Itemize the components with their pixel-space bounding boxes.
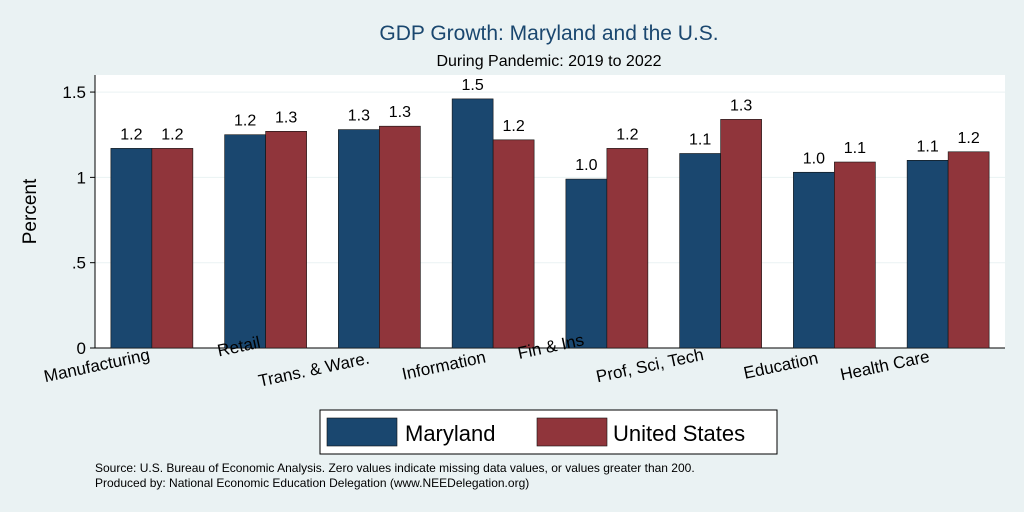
- bar-value-label: 1.3: [348, 108, 370, 125]
- x-tick-label: Information: [400, 347, 487, 383]
- bar-value-label: 1.2: [234, 113, 256, 130]
- bar-value-label: 1.3: [730, 97, 752, 114]
- bar-value-label: 1.2: [161, 126, 183, 143]
- x-tick-label: Manufacturing: [42, 345, 151, 386]
- bar-maryland: [224, 134, 266, 349]
- bar-value-label: 1.0: [575, 157, 597, 174]
- bar-maryland: [679, 153, 721, 349]
- bar-maryland: [451, 98, 494, 349]
- y-tick-label: 0: [77, 339, 86, 358]
- x-tick-label: Health Care: [839, 347, 932, 384]
- bar-value-label: 1.2: [958, 130, 980, 147]
- bar-united-states: [492, 139, 535, 349]
- bar-value-label: 1.1: [917, 138, 939, 155]
- legend-swatch-united-states: [536, 417, 608, 447]
- bar-value-label: 1.2: [503, 118, 525, 135]
- bar-united-states: [151, 148, 194, 349]
- bar-value-label: 1.3: [275, 109, 297, 126]
- source-note: Source: U.S. Bureau of Economic Analysis…: [95, 461, 695, 475]
- bar-united-states: [834, 161, 876, 349]
- bar-united-states: [720, 119, 762, 349]
- legend-label-maryland: Maryland: [405, 421, 495, 446]
- bar-value-label: 1.1: [844, 140, 866, 157]
- bar-value-label: 1.2: [616, 126, 638, 143]
- chart-title: GDP Growth: Maryland and the U.S.: [379, 22, 718, 45]
- bar-maryland: [110, 148, 153, 349]
- produced-by-note: Produced by: National Economic Education…: [95, 476, 530, 490]
- x-tick-label: Education: [742, 348, 820, 382]
- y-axis-title: Percent: [20, 178, 41, 244]
- chart-subtitle: During Pandemic: 2019 to 2022: [436, 53, 661, 70]
- bar-united-states: [265, 131, 307, 349]
- bar-maryland: [793, 171, 835, 349]
- bar-united-states: [606, 148, 649, 349]
- bar-value-label: 1.1: [689, 131, 711, 148]
- bar-maryland: [338, 129, 380, 349]
- y-tick-label: .5: [72, 254, 86, 273]
- bar-chart: GDP Growth: Maryland and the U.S. During …: [20, 22, 1005, 455]
- legend-swatch-maryland: [326, 417, 398, 447]
- bar-united-states: [947, 151, 990, 349]
- x-tick-label: Prof, Sci, Tech: [594, 345, 705, 386]
- y-tick-label: 1: [77, 168, 86, 187]
- bar-value-label: 1.2: [120, 126, 142, 143]
- bar-value-label: 1.0: [803, 150, 825, 167]
- bar-value-label: 1.3: [389, 104, 411, 121]
- x-tick-label: Trans. & Ware.: [257, 349, 372, 391]
- bar-maryland: [906, 160, 949, 349]
- legend-label-united-states: United States: [613, 421, 745, 446]
- bar-united-states: [379, 125, 421, 349]
- y-tick-label: 1.5: [62, 83, 86, 102]
- bar-maryland: [565, 178, 608, 349]
- bar-value-label: 1.5: [462, 77, 484, 94]
